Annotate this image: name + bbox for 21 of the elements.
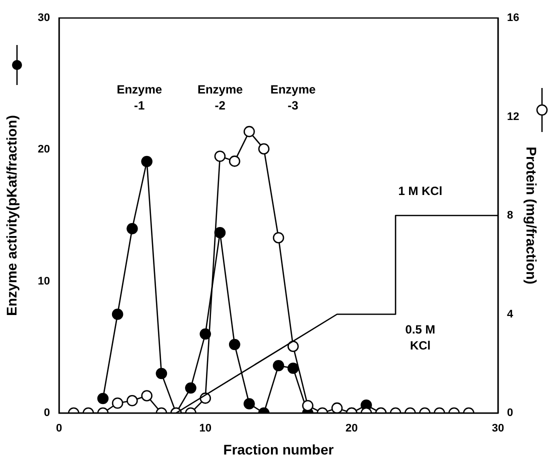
y-tick-label: 30 [38,12,50,24]
x-axis-title: Fraction number [223,441,334,458]
annotation: Enzyme -1 [116,82,162,113]
y2-tick-label: 12 [506,110,520,123]
annotation: Enzyme -3 [270,82,316,113]
y-tick-label: 0 [44,407,50,420]
x-tick-label: 30 [492,422,504,435]
x-tick-label: 10 [199,422,212,435]
y2-tick-label: 0 [506,407,514,420]
annotation: 0.5 M KCl [405,322,436,352]
y2-tick-label: 4 [506,308,514,320]
y-tick-label: 10 [38,275,50,288]
y2-tick-label: 8 [506,210,514,222]
y-tick-label: 20 [38,144,50,156]
y2-axis-title: Protein (mg/fraction) [524,146,540,284]
y2-tick-label: 16 [506,12,520,24]
y-axis-title: Enzyme activity(pKat/fraction) [3,115,20,316]
x-tick-label: 20 [346,422,358,435]
x-tick-label: 0 [56,422,62,435]
annotation: 1 M KCl [398,184,442,198]
annotation: Enzyme -2 [197,82,244,113]
